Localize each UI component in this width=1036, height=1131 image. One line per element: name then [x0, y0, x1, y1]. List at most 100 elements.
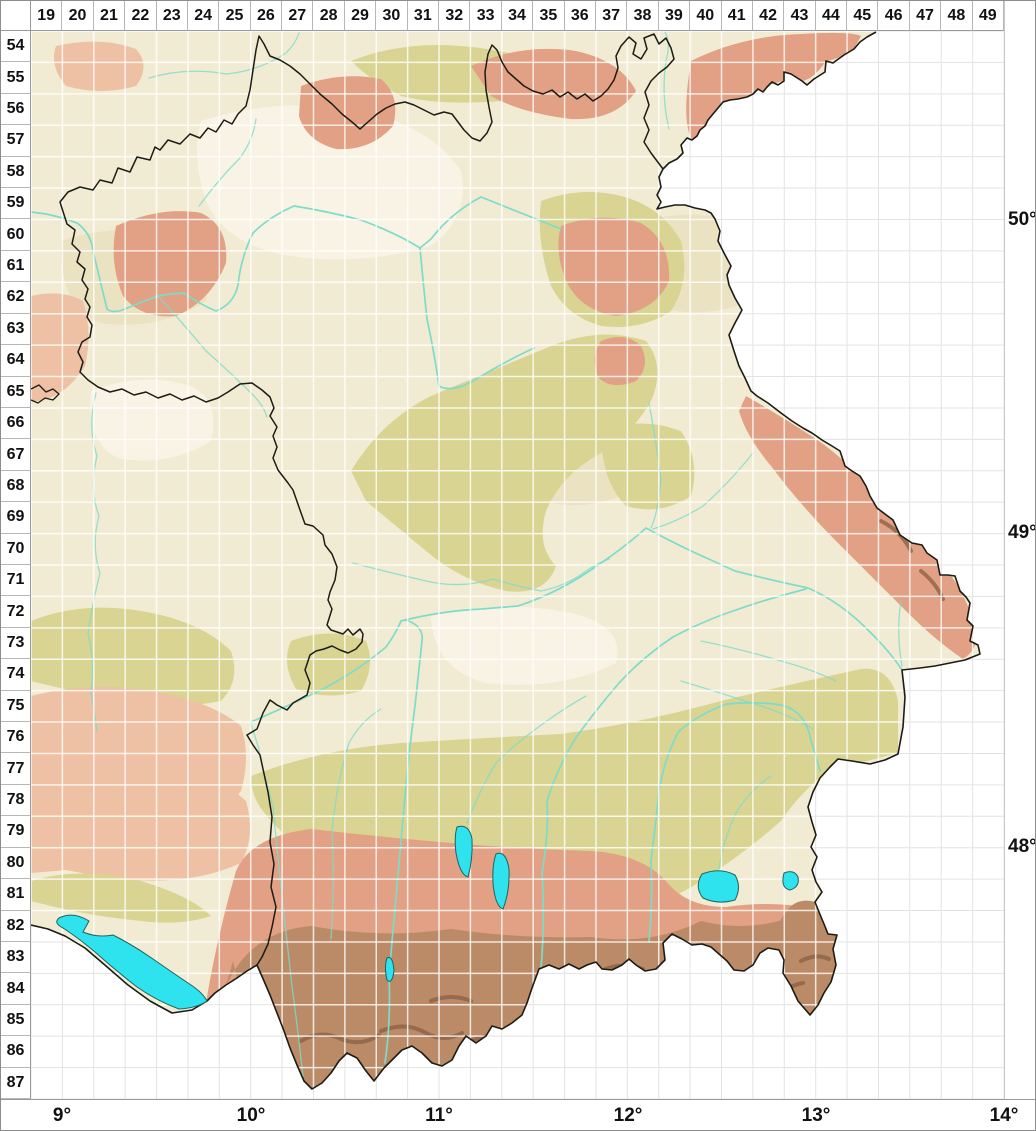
- column-header: 48: [941, 1, 973, 31]
- spessart: [113, 211, 227, 317]
- row-header: 77: [1, 753, 31, 785]
- alb-foreland-green: [31, 607, 235, 706]
- column-header: 49: [972, 1, 1004, 31]
- row-header: 78: [1, 784, 31, 817]
- lake-chiemsee: [697, 870, 739, 903]
- hesse-bw-border: [31, 384, 60, 404]
- latitude-label: 49°: [1008, 522, 1036, 543]
- longitude-label-strip: 9° 10° 11° 12° 13° 14°: [1, 1099, 1035, 1130]
- column-header: 42: [752, 1, 785, 31]
- longitude-label: 14°: [989, 1105, 1019, 1126]
- row-header: 87: [1, 1067, 31, 1099]
- wertach-river: [330, 708, 382, 940]
- latitude-label: 50°: [1008, 209, 1036, 230]
- danube-river: [250, 527, 903, 723]
- row-header: 65: [1, 376, 31, 408]
- alps-ridge: [379, 1024, 464, 1040]
- row-header: 57: [1, 125, 31, 157]
- column-header: 27: [282, 1, 314, 31]
- column-header: 23: [156, 1, 188, 31]
- column-header: 39: [658, 1, 691, 31]
- column-header: 40: [690, 1, 722, 31]
- tauber-river: [157, 295, 268, 418]
- row-header: 86: [1, 1036, 31, 1068]
- inn-river: [648, 701, 821, 943]
- odenwald: [31, 293, 89, 401]
- longitude-label: 13°: [801, 1105, 831, 1126]
- column-header: 45: [847, 1, 879, 31]
- column-header: 34: [501, 1, 534, 31]
- row-header: 66: [1, 407, 31, 440]
- row-header: 55: [1, 62, 31, 94]
- row-header: 56: [1, 93, 31, 126]
- longitude-label: 12°: [613, 1105, 643, 1126]
- pegnitz-river: [438, 347, 535, 390]
- terrain-highland-wash: [197, 105, 463, 260]
- column-header: 20: [62, 1, 94, 31]
- terrain-danube-lowland: [431, 606, 618, 685]
- oberpfalz-green: [601, 423, 695, 510]
- naab-river: [648, 402, 662, 529]
- alps: [226, 906, 835, 1089]
- isar-river: [540, 588, 807, 970]
- vils-river: [700, 640, 837, 682]
- map-canvas: [31, 31, 1004, 1099]
- row-header: 67: [1, 439, 31, 471]
- latitude-label-margin: 50° 49° 48°: [1004, 1, 1036, 1099]
- longitude-label: 11°: [425, 1105, 453, 1126]
- lake-starnberger-see: [492, 852, 510, 910]
- column-header: 24: [187, 1, 220, 31]
- ries-green: [287, 633, 370, 696]
- frankenwald: [471, 48, 636, 120]
- row-header: 59: [1, 188, 31, 220]
- row-header: 54: [1, 31, 31, 63]
- column-header: 41: [721, 1, 753, 31]
- franconian-jura: [351, 334, 658, 592]
- latitude-label: 48°: [1008, 836, 1036, 857]
- longitude-label: 10°: [236, 1105, 266, 1126]
- werra-river: [148, 32, 300, 79]
- row-header: 63: [1, 313, 31, 346]
- row-header: 83: [1, 941, 31, 974]
- altmuehl-river: [352, 558, 610, 592]
- column-header: 38: [627, 1, 659, 31]
- terrain-layer: [31, 31, 980, 1089]
- column-header: 33: [470, 1, 502, 31]
- column-header: 43: [784, 1, 816, 31]
- column-header: 28: [313, 1, 345, 31]
- regen-river: [652, 452, 754, 530]
- row-header: 64: [1, 345, 31, 377]
- column-header: 47: [909, 1, 942, 31]
- fraenkische-saale-river: [198, 118, 257, 207]
- column-header: 32: [439, 1, 471, 31]
- column-header: 35: [533, 1, 565, 31]
- column-header: 30: [376, 1, 408, 31]
- column-header: 31: [407, 1, 440, 31]
- hessian-hills: [53, 41, 144, 91]
- column-header: 44: [815, 1, 848, 31]
- row-header: 58: [1, 156, 31, 189]
- column-header: 36: [564, 1, 596, 31]
- row-header: 69: [1, 502, 31, 534]
- row-header: 82: [1, 910, 31, 942]
- row-header: 60: [1, 219, 31, 251]
- row-header: 62: [1, 282, 31, 314]
- row-header: 80: [1, 847, 31, 880]
- steigerwald-spot: [594, 337, 645, 386]
- row-header: 84: [1, 973, 31, 1005]
- row-header: 74: [1, 659, 31, 691]
- fichtelgebirge: [558, 217, 670, 316]
- row-header: 70: [1, 533, 31, 565]
- bavaria-state-border: [59, 33, 675, 966]
- column-header: 37: [595, 1, 628, 31]
- erzgebirge-band: [686, 32, 861, 140]
- column-header: 26: [250, 1, 283, 31]
- column-header: 21: [93, 1, 126, 31]
- lake-bodensee: [56, 914, 208, 1010]
- regnitz-river: [419, 247, 440, 387]
- row-header: 75: [1, 690, 31, 723]
- column-header: 25: [219, 1, 251, 31]
- rott-river: [680, 680, 814, 730]
- row-header: 79: [1, 816, 31, 848]
